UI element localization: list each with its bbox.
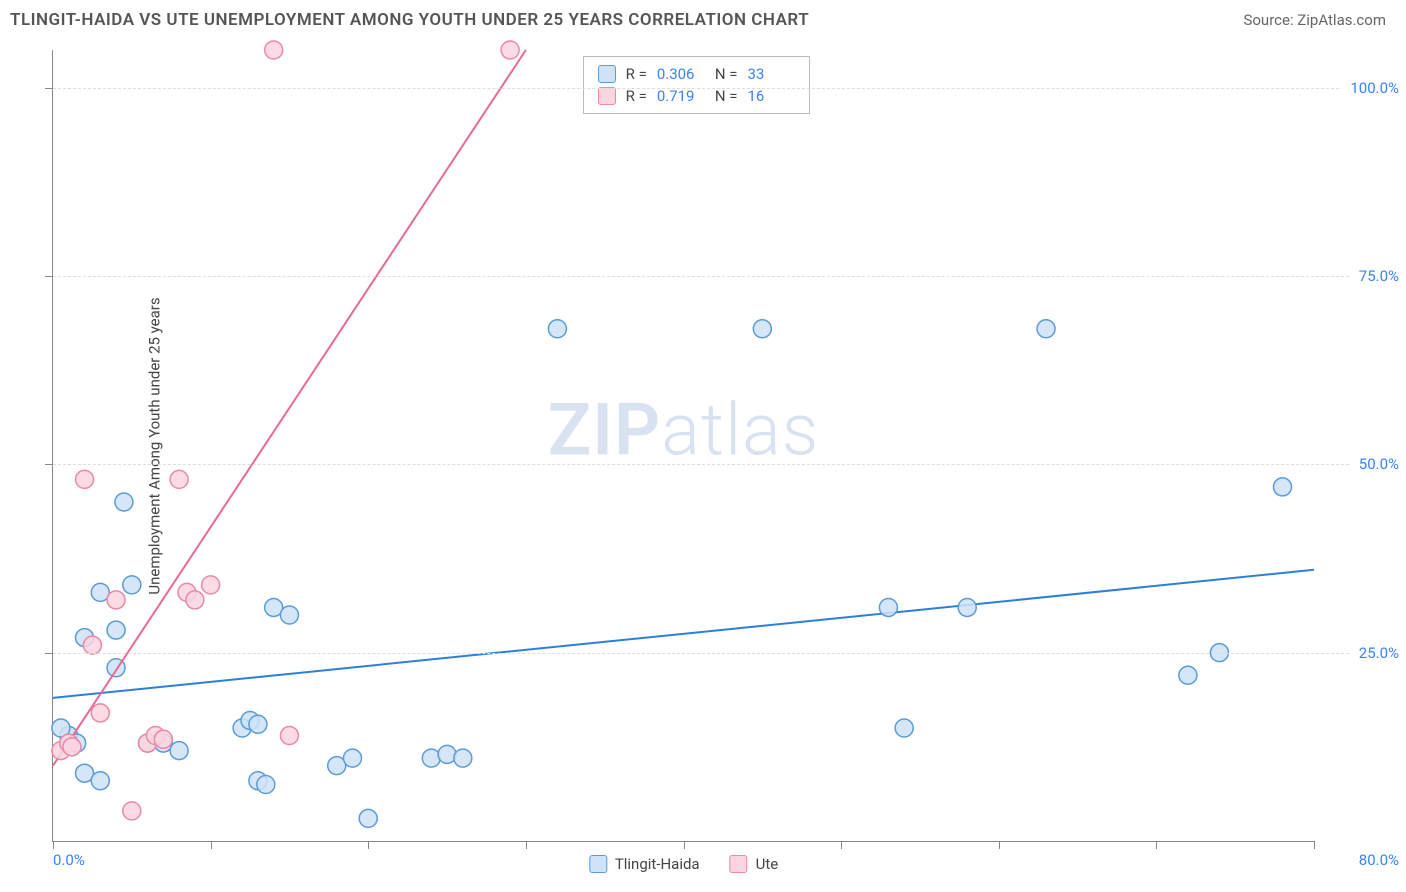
trend-line [53,50,526,766]
data-point [123,802,141,820]
data-point [1037,320,1055,338]
x-axis-min-label: 0.0% [53,851,85,869]
grid-line [53,653,1399,654]
x-tick [1314,841,1315,849]
data-point [958,598,976,616]
data-point [359,809,377,827]
header: TLINGIT-HAIDA VS UTE UNEMPLOYMENT AMONG … [0,0,1406,40]
y-axis-tick-label: 25.0% [1349,644,1399,662]
legend-bottom: Tlingit-Haida Ute [589,855,778,873]
stats-r-label: R = [626,65,647,83]
y-axis-tick-label: 50.0% [1349,455,1399,473]
data-point [154,730,172,748]
data-point [895,719,913,737]
data-point [107,621,125,639]
data-point [63,738,81,756]
legend-swatch [589,855,607,873]
x-axis-max-label: 80.0% [1359,851,1399,869]
x-tick [841,841,842,849]
data-point [115,493,133,511]
data-point [257,776,275,794]
y-tick [45,88,53,89]
x-tick [211,841,212,849]
stats-box: R = 0.306 N = 33 R = 0.719 N = 16 [583,56,811,114]
legend-swatch [730,855,748,873]
data-point [438,745,456,763]
stats-n-value: 16 [747,87,795,105]
legend-label: Ute [756,855,779,873]
data-point [753,320,771,338]
x-tick [53,841,54,849]
x-tick [684,841,685,849]
grid-line [53,464,1399,465]
data-point [343,749,361,767]
chart-title: TLINGIT-HAIDA VS UTE UNEMPLOYMENT AMONG … [10,10,809,30]
data-point [454,749,472,767]
data-point [501,41,519,59]
chart-area: ZIPatlas R =0.306N =33R =0.719N =16 0.0%… [52,50,1314,842]
data-point [91,704,109,722]
data-point [879,598,897,616]
data-point [265,41,283,59]
data-point [91,772,109,790]
stats-n-label: N = [715,65,738,83]
source-label: Source: ZipAtlas.com [1243,11,1386,29]
y-tick [45,464,53,465]
data-point [280,606,298,624]
data-point [123,576,141,594]
plot-svg [53,50,1314,841]
data-point [1179,666,1197,684]
stats-r-value: 0.719 [657,87,705,105]
grid-line [53,88,1399,89]
stats-row: R = 0.306 N = 33 [598,63,796,85]
y-tick [45,276,53,277]
data-point [202,576,220,594]
data-point [548,320,566,338]
legend-item: Tlingit-Haida [589,855,700,873]
data-point [170,470,188,488]
x-tick [1156,841,1157,849]
stats-r-label: R = [626,87,647,105]
legend-item: Ute [730,855,779,873]
x-tick [526,841,527,849]
trend-line [53,570,1314,698]
data-point [280,727,298,745]
y-axis-tick-label: 100.0% [1340,79,1399,97]
legend-label: Tlingit-Haida [615,855,700,873]
data-point [249,715,267,733]
data-point [422,749,440,767]
stats-swatch [598,87,616,105]
stats-r-value: 0.306 [657,65,705,83]
data-point [83,636,101,654]
data-point [76,470,94,488]
data-point [107,591,125,609]
x-tick [999,841,1000,849]
data-point [170,742,188,760]
stats-n-label: N = [715,87,738,105]
stats-swatch [598,65,616,83]
grid-line [53,276,1399,277]
data-point [186,591,204,609]
stats-n-value: 33 [747,65,795,83]
x-tick [368,841,369,849]
y-axis-tick-label: 75.0% [1349,267,1399,285]
y-tick [45,653,53,654]
data-point [1273,478,1291,496]
